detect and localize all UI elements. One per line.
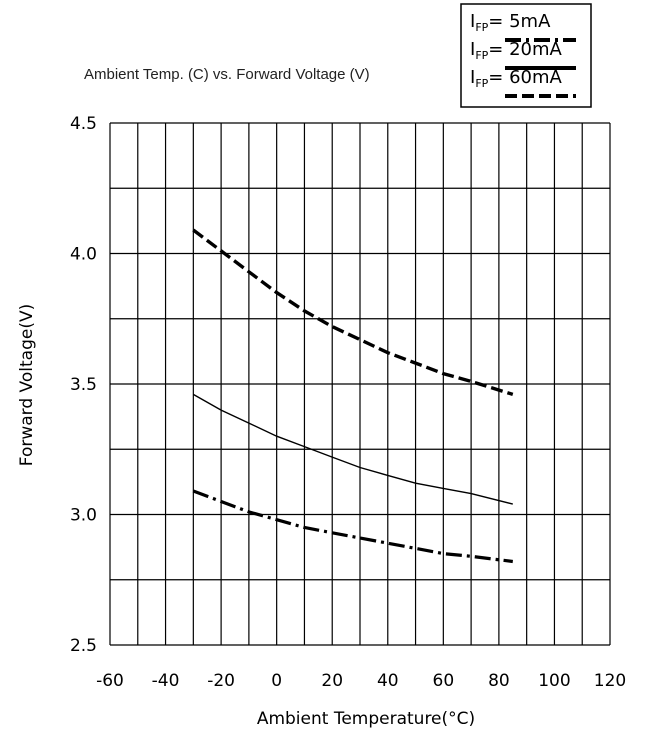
x-axis-label: Ambient Temperature(°C) bbox=[257, 709, 475, 729]
chart-title: Ambient Temp. (C) vs. Forward Voltage (V… bbox=[84, 66, 370, 83]
x-tick-label: -60 bbox=[96, 671, 124, 691]
y-axis-label: Forward Voltage(V) bbox=[17, 304, 37, 466]
x-tick-label: -20 bbox=[207, 671, 235, 691]
y-tick-label: 2.5 bbox=[70, 636, 97, 656]
series-line-0 bbox=[192, 489, 513, 564]
x-tick-label: 100 bbox=[538, 671, 570, 691]
y-tick-label: 4.5 bbox=[70, 114, 97, 134]
x-tick-label: 80 bbox=[488, 671, 510, 691]
legend: IFP= 5mA IFP= 20mA IFP= 60mA bbox=[460, 3, 592, 108]
y-tick-label: 3.0 bbox=[70, 506, 97, 526]
y-tick-label: 4.0 bbox=[70, 245, 97, 265]
series-line-2 bbox=[192, 228, 514, 397]
x-tick-label: 60 bbox=[433, 671, 455, 691]
x-tick-label: -40 bbox=[152, 671, 180, 691]
x-tick-label: 40 bbox=[377, 671, 399, 691]
legend-box bbox=[460, 3, 592, 108]
legend-label-2: IFP= 60mA bbox=[470, 67, 563, 90]
legend-label-1: IFP= 20mA bbox=[470, 39, 563, 62]
x-tick-label: 120 bbox=[594, 671, 626, 691]
series-layer bbox=[192, 228, 514, 564]
series-line-1 bbox=[192, 393, 513, 505]
y-tick-labels: 2.5 3.0 3.5 4.0 4.5 bbox=[70, 114, 97, 656]
x-tick-labels: -60 -40 -20 0 20 40 60 80 100 120 bbox=[96, 671, 626, 691]
x-tick-label: 0 bbox=[271, 671, 282, 691]
y-tick-label: 3.5 bbox=[70, 375, 97, 395]
legend-label-0: IFP= 5mA bbox=[470, 11, 551, 34]
x-tick-label: 20 bbox=[321, 671, 343, 691]
grid bbox=[109, 122, 611, 646]
